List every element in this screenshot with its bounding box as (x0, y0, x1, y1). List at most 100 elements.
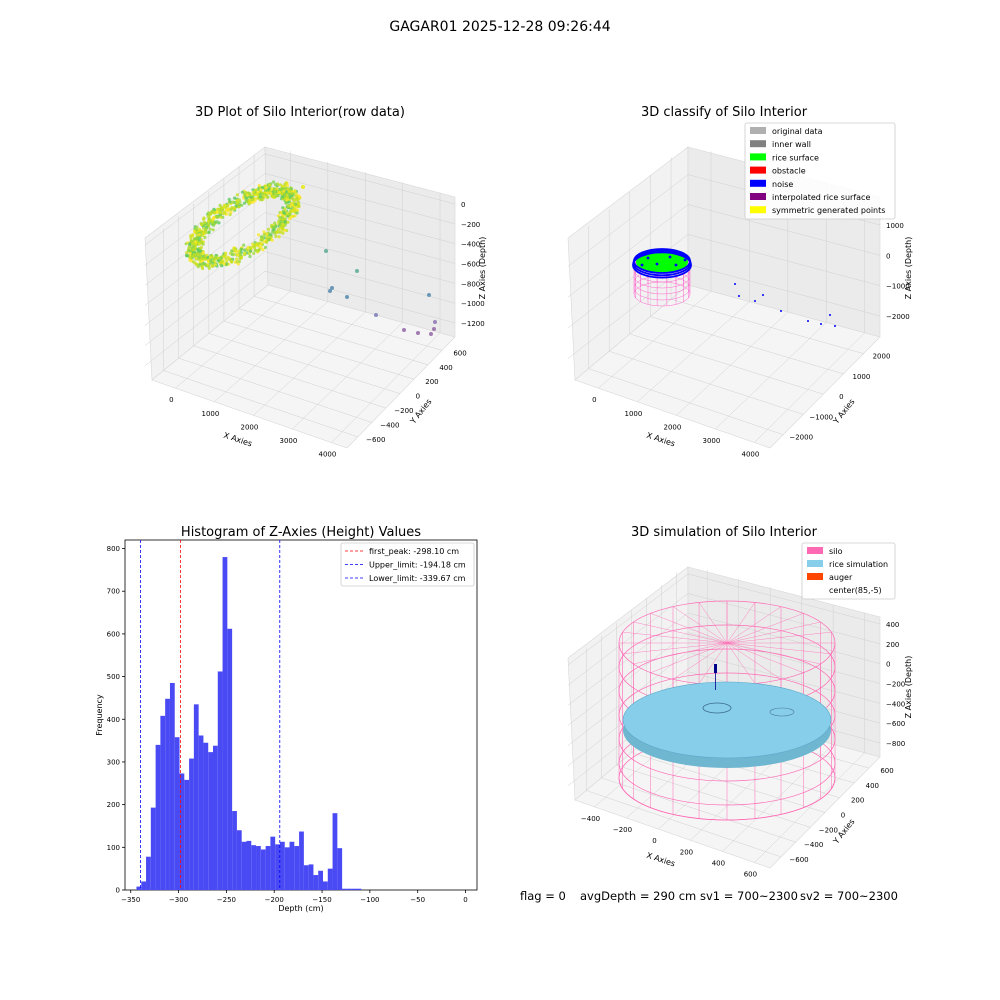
y-tick-label: 500 (107, 673, 120, 681)
x-tick-label: −50 (410, 896, 425, 904)
grid-line (292, 322, 403, 430)
histogram-bar (232, 811, 237, 890)
scatter-point (228, 213, 232, 217)
histogram-bar (294, 846, 300, 890)
panel1-title: 3D Plot of Silo Interior(row data) (195, 105, 405, 120)
scatter-point (281, 195, 285, 199)
z-tick-label: 400 (886, 621, 899, 629)
histogram-bar (318, 870, 323, 890)
scatter-point (249, 249, 253, 253)
scatter-point (293, 189, 297, 193)
scatter-point (294, 191, 298, 196)
rice-simulation-surface (622, 681, 832, 759)
scatter-point (271, 189, 275, 194)
grid-line (637, 301, 750, 402)
scatter-point (248, 201, 252, 205)
histogram-bar (332, 813, 338, 890)
grid-line (331, 332, 441, 443)
scatter-point (213, 255, 217, 260)
scatter-point (287, 192, 291, 196)
scatter-point (231, 200, 235, 204)
x-tick-label: −350 (121, 896, 140, 904)
grid-line (214, 301, 329, 402)
x-tick-label: 1000 (201, 410, 219, 418)
y-tick-label: 400 (439, 364, 452, 372)
scatter-point (195, 236, 199, 240)
histogram-bar (260, 849, 266, 890)
scatter-point (265, 240, 269, 244)
x-tick-label: 4000 (318, 451, 336, 459)
scatter-point (212, 210, 216, 214)
grid-line (208, 333, 400, 394)
histogram-bar (141, 881, 147, 890)
scatter-point (324, 249, 328, 253)
scatter-point (218, 210, 222, 214)
grid-line (567, 264, 689, 359)
x-tick-label: −150 (312, 896, 331, 904)
scatter-point (227, 257, 231, 261)
panel-raw-data: 3D Plot of Silo Interior(row data) 0 1000… (144, 105, 487, 459)
histogram-bar (351, 888, 357, 890)
z-tick-label: −600 (461, 261, 480, 269)
scatter-point (255, 192, 259, 196)
scatter-point (219, 256, 223, 260)
histogram-reference-lines (140, 540, 281, 890)
histogram-bar (169, 682, 175, 890)
auger-marker (714, 664, 717, 673)
scatter-point (234, 204, 238, 208)
scatter-point (328, 289, 332, 293)
panel2-zlabel: Z Axies (Depth) (904, 237, 913, 300)
y-tick-label: −400 (380, 421, 399, 429)
silo-bottom-front (618, 777, 836, 821)
histogram-bar (184, 779, 190, 890)
y-tick-label: 600 (880, 767, 893, 775)
silo-roof-line (726, 642, 756, 684)
histogram-bar (246, 840, 252, 890)
y-tick-label: 0 (416, 393, 420, 401)
scatter-point (259, 245, 263, 249)
noise-point (829, 314, 831, 316)
scatter-point (235, 253, 240, 257)
y-tick-label: 100 (107, 844, 120, 852)
scatter-point (432, 327, 436, 331)
scatter-point (273, 221, 277, 225)
scatter-point (218, 203, 222, 207)
scatter-point (223, 211, 227, 215)
histogram-y-ticks: 0 100 200 300 400 500 600 700 800 (107, 545, 125, 895)
histogram-bar (346, 888, 352, 890)
scatter-point (270, 238, 274, 242)
histogram-x-ticks: −350 −300 −250 −200 −150 −100 −50 0 (121, 890, 468, 904)
scatter-point (277, 235, 281, 239)
noise-point (762, 294, 764, 296)
grid-line (687, 632, 881, 684)
scatter-point (259, 188, 263, 192)
scatter-point (278, 216, 282, 220)
scatter-point (235, 260, 239, 264)
x-tick-label: 400 (712, 859, 725, 867)
x-tick-label: 4000 (741, 451, 759, 459)
scatter-point (200, 222, 204, 226)
legend-label: rice surface (772, 153, 819, 162)
grid-line (567, 204, 689, 298)
z-tick-label: 0 (886, 252, 890, 260)
panel1-x-ticks: 0 1000 2000 3000 4000 (169, 396, 336, 458)
silo-roof-line (726, 613, 804, 644)
scatter-point (208, 218, 213, 223)
scatter-point (272, 225, 276, 229)
panel4-legend-box (801, 542, 896, 600)
grid-line (144, 231, 266, 326)
noise-point (754, 300, 756, 302)
scatter-point (185, 251, 189, 255)
y-tick-label: −200 (394, 407, 413, 415)
scatter-point (244, 191, 248, 195)
y-tick-label: 400 (866, 782, 879, 790)
legend-label: noise (772, 180, 793, 189)
silo-roof-line (726, 642, 804, 673)
histogram-bar (289, 841, 295, 890)
y-tick-label: 600 (453, 349, 466, 357)
histogram-bar (165, 698, 170, 890)
grid-line (264, 212, 456, 264)
scatter-point (290, 196, 294, 200)
